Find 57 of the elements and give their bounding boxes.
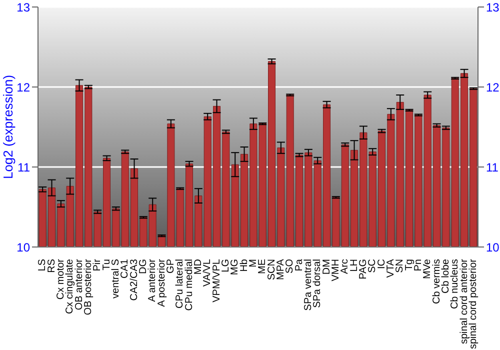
- x-tick-label: ME: [257, 258, 268, 274]
- x-tick-label: VA/VL: [202, 258, 214, 287]
- x-tick-label: SC: [367, 259, 378, 273]
- x-tick-label: DM: [321, 259, 332, 275]
- x-tick-label: SPa ventral: [302, 259, 314, 311]
- y2-tick-label: 10: [486, 240, 500, 254]
- x-tick-label: A anterior: [147, 258, 158, 302]
- x-tick-label: Tu: [101, 259, 112, 270]
- x-tick-label: SCN: [266, 259, 278, 280]
- y-tick-label: 11: [18, 160, 30, 174]
- x-tick-label: LS: [37, 258, 48, 272]
- x-tick-label: OB posterior: [82, 258, 94, 316]
- x-tick-label: M: [248, 259, 259, 268]
- y2-tick-label: 11: [486, 160, 499, 174]
- x-tick-label: Hb: [238, 258, 250, 272]
- x-tick-label: MD: [192, 259, 204, 275]
- x-tick-label: SO: [284, 258, 296, 274]
- x-tick-label: spinal cord posterior: [468, 258, 479, 350]
- x-tick-label: Cx motor: [55, 258, 66, 300]
- y2-tick-label: 13: [486, 0, 500, 14]
- y-tick-label: 10: [16, 240, 30, 254]
- x-tick-label: Pir: [92, 258, 104, 272]
- x-tick-label: VMH: [330, 259, 342, 282]
- x-tick-label: CPu medial: [184, 259, 195, 311]
- x-tick-label: VTA: [385, 258, 396, 278]
- x-tick-label: SN: [394, 259, 406, 273]
- x-tick-label: CA1: [120, 258, 131, 278]
- y2-tick-label: 12: [486, 80, 500, 94]
- x-tick-label: SPa dorsal: [312, 259, 324, 308]
- y-axis-title: Log2 (expression): [0, 74, 16, 180]
- x-tick-label: LH: [348, 259, 360, 272]
- x-tick-label: CA2/CA3: [128, 258, 140, 301]
- x-tick-label: A posterior: [156, 258, 168, 307]
- x-tick-label: Cx cingulate: [64, 258, 76, 314]
- x-tick-label: MG: [230, 258, 241, 276]
- x-tick-label: spinal cord anterior: [458, 258, 470, 344]
- x-tick-label: Arc: [340, 259, 351, 274]
- x-tick-label: LG: [220, 258, 232, 272]
- x-tick-label: ventral S: [110, 258, 122, 298]
- x-tick-label: Tg: [404, 259, 415, 271]
- x-tick-label: Pn: [412, 259, 424, 272]
- x-tick-label: RS: [46, 258, 58, 273]
- x-tick-label: Cb nucleus: [450, 259, 461, 310]
- x-tick-label: VPM/VPL: [211, 258, 222, 302]
- x-tick-label: DG: [138, 258, 149, 274]
- x-tick-label: PAG: [358, 258, 369, 280]
- y-tick-label: 12: [16, 80, 30, 94]
- x-tick-label: Pa: [294, 258, 305, 272]
- x-tick-label: GP: [165, 258, 176, 274]
- x-tick-label: IC: [376, 259, 388, 269]
- x-tick-label: Cb lobe: [440, 258, 452, 294]
- x-tick-label: MPA: [275, 258, 286, 280]
- x-tick-label: Cb vermis: [431, 259, 442, 304]
- y-tick-label: 13: [16, 0, 30, 14]
- x-tick-label: MVe: [422, 258, 434, 280]
- x-tick-label: CPu lateral: [174, 259, 186, 308]
- x-tick-label: OB anterior: [74, 258, 85, 310]
